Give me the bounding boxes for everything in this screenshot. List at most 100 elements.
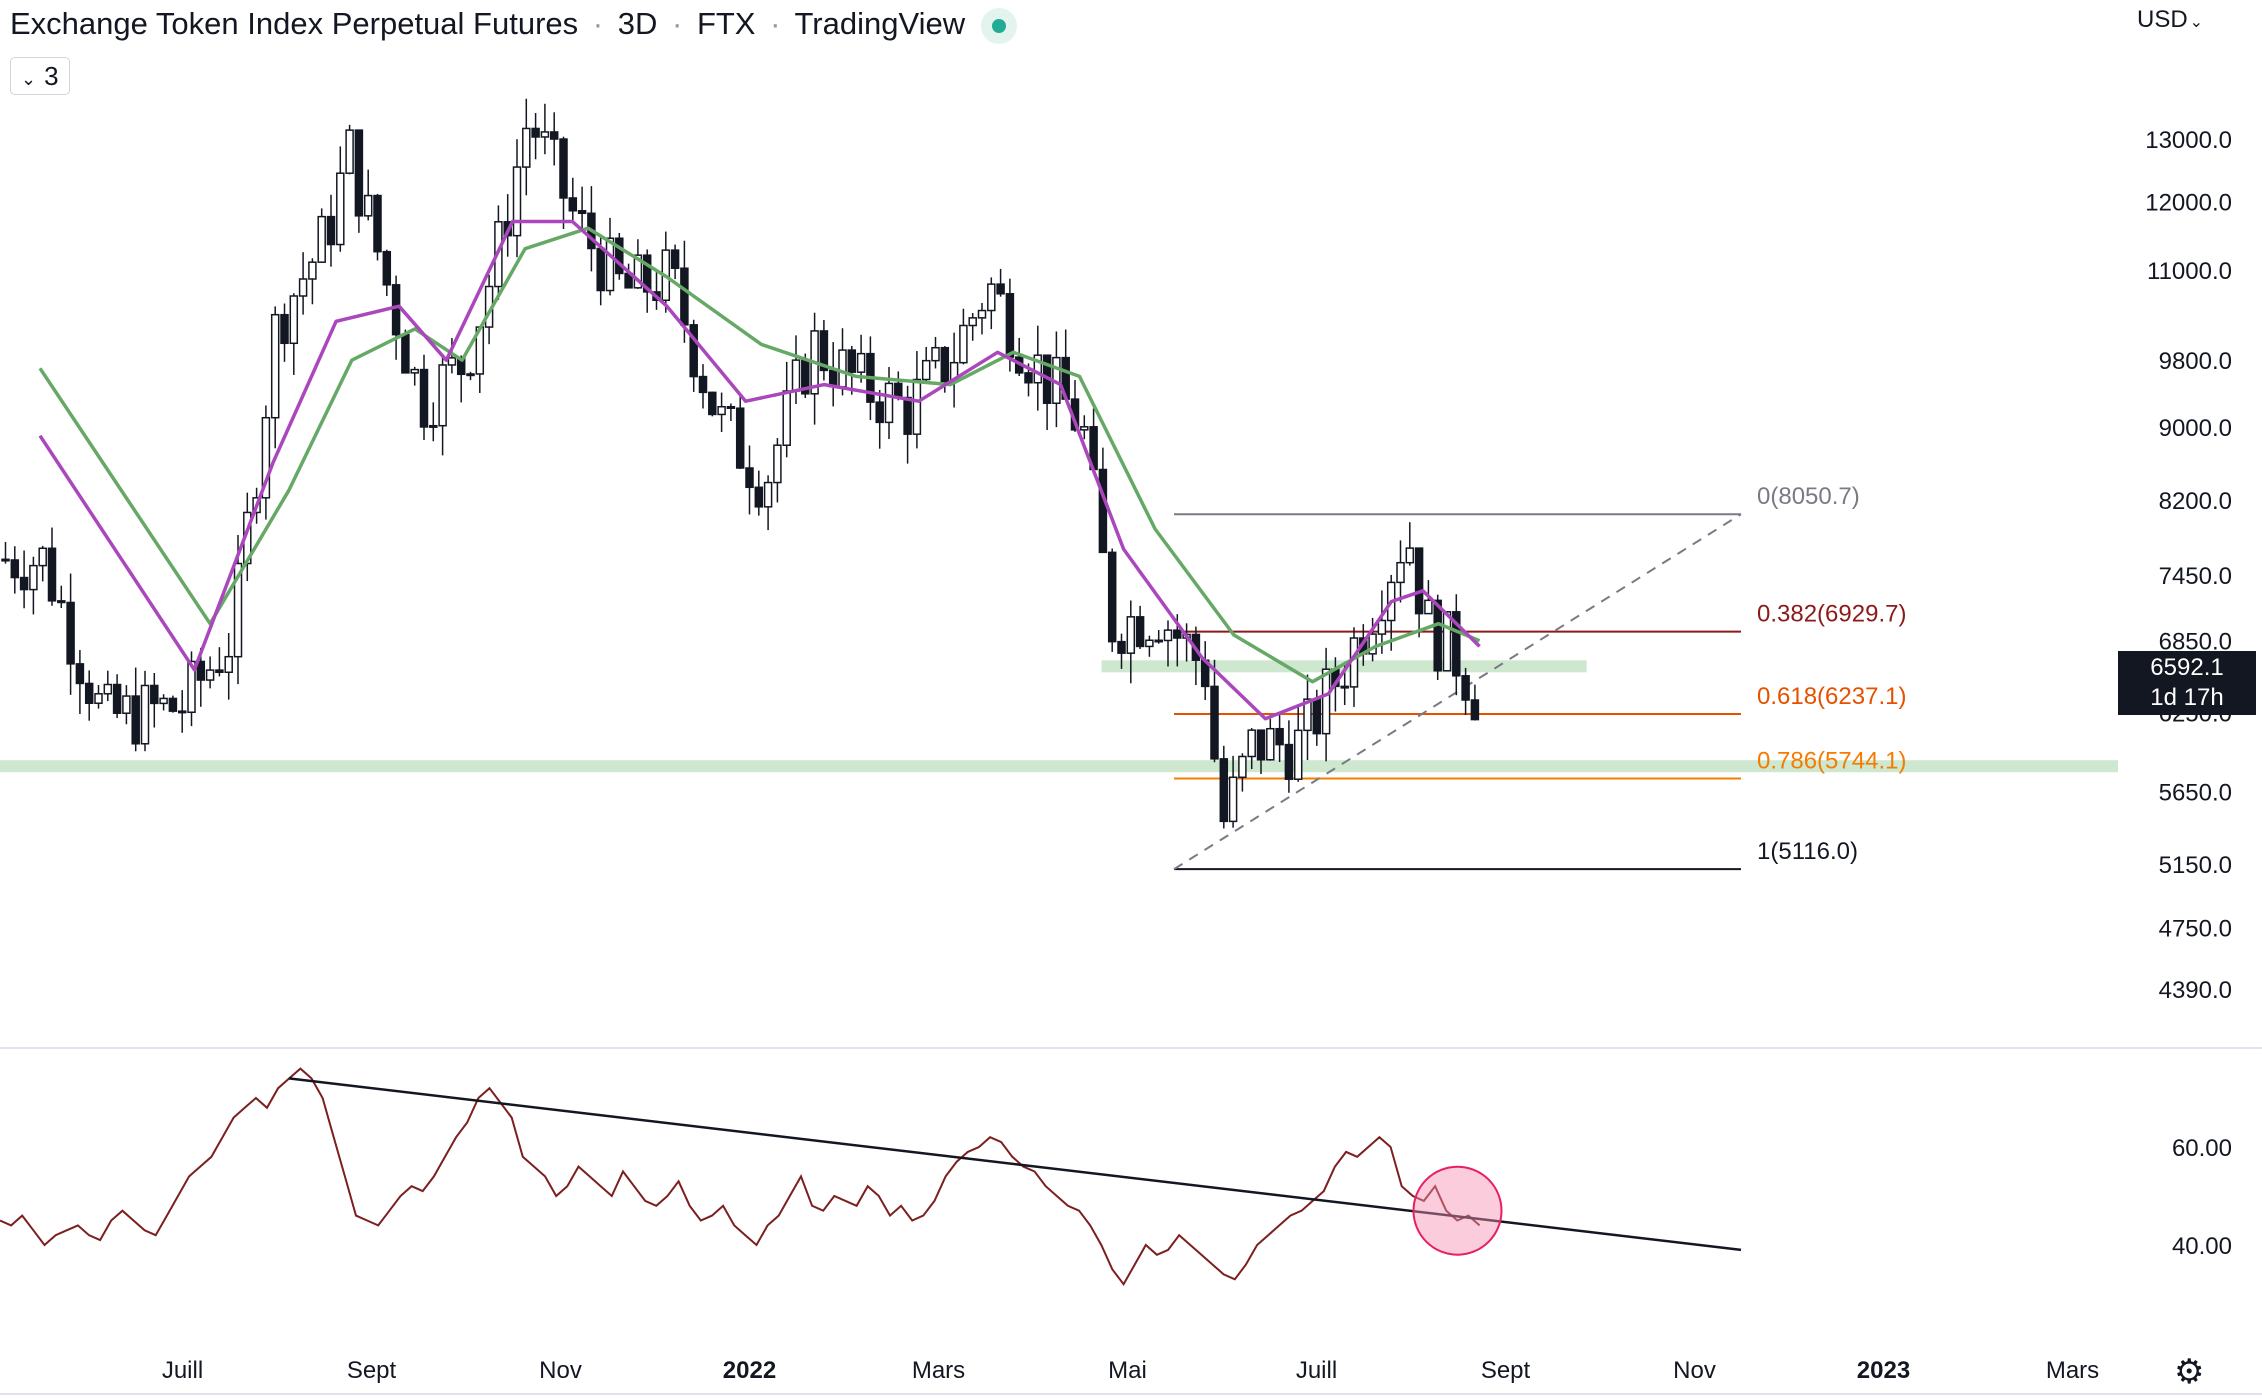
candle-body <box>921 359 931 381</box>
candle-body <box>968 317 977 327</box>
gear-icon[interactable]: ⚙ <box>2174 1353 2205 1391</box>
candle-body <box>977 309 987 319</box>
candle-body <box>940 346 950 383</box>
candle-body <box>140 684 150 745</box>
candle-body <box>642 254 652 293</box>
candlestick-series <box>1 98 1480 829</box>
currency-selector[interactable]: USD ⌄ <box>2137 6 2203 34</box>
candle-body <box>84 682 94 704</box>
price-tick-label: 9000.0 <box>2159 415 2232 442</box>
candle-body <box>419 368 429 428</box>
candle-body <box>382 250 392 286</box>
candle-body <box>773 444 782 484</box>
candle-body <box>1173 629 1182 639</box>
candle-body <box>317 215 326 263</box>
fib-level-label: 0.618(6237.1) <box>1757 683 1906 710</box>
candle-body <box>336 172 345 246</box>
market-status-icon[interactable] <box>981 8 1017 44</box>
candle-body <box>689 324 698 378</box>
candle-body <box>1405 547 1415 564</box>
candle-body <box>754 486 764 508</box>
candle-body <box>94 693 103 704</box>
time-tick-label: Nov <box>1673 1357 1716 1384</box>
candle-body <box>931 346 940 362</box>
candle-body <box>1377 619 1387 635</box>
candle-body <box>391 284 401 336</box>
candle-body <box>1117 640 1126 654</box>
candle-body <box>522 127 531 168</box>
candle-body <box>66 601 75 665</box>
candle-body <box>698 375 708 394</box>
candle-body <box>726 405 736 409</box>
fib-trend-line <box>1173 513 1742 871</box>
platform-label: TradingView <box>794 6 966 41</box>
candle-body <box>345 129 354 174</box>
candle-body <box>363 194 373 217</box>
candle-body <box>1452 611 1461 677</box>
time-tick-label: Mai <box>1108 1357 1147 1384</box>
interval-label[interactable]: 3D <box>617 6 658 41</box>
candle-body <box>568 197 578 212</box>
candle-body <box>205 669 215 681</box>
fibonacci-retracement[interactable]: 0(8050.7) 0.382(6929.7) 0.618(6237.1) 0.786… <box>1173 483 1906 871</box>
candle-body <box>401 333 410 374</box>
chart-title: Exchange Token Index Perpetual Futures ·… <box>10 6 965 42</box>
candle-body <box>289 295 299 345</box>
candle-body <box>19 576 29 591</box>
candle-body <box>1098 468 1108 554</box>
candle-body <box>103 683 113 695</box>
candle-body <box>1321 668 1331 735</box>
candle-body <box>1312 698 1322 735</box>
exchange-label: FTX <box>696 6 756 41</box>
candle-body <box>884 382 894 424</box>
time-tick-label: 2022 <box>723 1357 776 1384</box>
candle-body <box>438 364 447 427</box>
fib-level-label: 0(8050.7) <box>1757 483 1860 510</box>
candle-body <box>875 401 884 424</box>
candle-body <box>270 313 280 419</box>
price-tick-label: 4390.0 <box>2159 977 2232 1004</box>
candle-body <box>1433 599 1442 672</box>
candle-body <box>903 396 912 435</box>
candle-body <box>1005 293 1015 358</box>
candle-body <box>791 359 801 392</box>
candle-body <box>680 267 689 326</box>
candle-body <box>261 416 271 499</box>
candle-body <box>1396 561 1405 584</box>
title-separator: · <box>592 6 604 41</box>
rsi-tick-label: 40.00 <box>2172 1233 2232 1260</box>
rsi-trend-line <box>288 1077 1742 1252</box>
price-tick-label: 11000.0 <box>2147 258 2232 285</box>
symbol-name: Exchange Token Index Perpetual Futures <box>10 6 579 41</box>
candle-body <box>1275 727 1284 746</box>
candle-body <box>354 129 364 217</box>
ema-fast-line <box>38 219 1481 721</box>
candle-body <box>1303 698 1312 732</box>
candle-body <box>1284 743 1294 780</box>
candle-body <box>912 378 922 435</box>
time-tick-label: 2023 <box>1857 1357 1910 1384</box>
candle-body <box>987 283 996 312</box>
candle-body <box>1368 633 1377 655</box>
candle-body <box>763 481 773 508</box>
fib-level-label: 0.786(5744.1) <box>1757 748 1906 775</box>
indicators-collapse-button[interactable]: ⌄ 3 <box>10 57 70 95</box>
candle-body <box>1 558 10 562</box>
candle-body <box>196 660 206 681</box>
price-tick-label: 5150.0 <box>2159 852 2232 879</box>
candle-body <box>596 247 605 292</box>
candle-body <box>122 695 131 714</box>
candle-body <box>540 131 550 138</box>
title-separator: · <box>671 6 683 41</box>
indicator-count: 3 <box>44 61 59 91</box>
candle-body <box>1033 354 1043 384</box>
price-tick-label: 12000.0 <box>2145 190 2232 217</box>
candle-body <box>1135 616 1145 648</box>
price-tick-label: 4750.0 <box>2159 915 2232 942</box>
candle-body <box>512 166 522 237</box>
support-zone <box>0 760 2118 773</box>
rsi-highlight-circle <box>1412 1165 1503 1256</box>
candle-body <box>1210 685 1219 760</box>
candle-body <box>1414 547 1424 615</box>
